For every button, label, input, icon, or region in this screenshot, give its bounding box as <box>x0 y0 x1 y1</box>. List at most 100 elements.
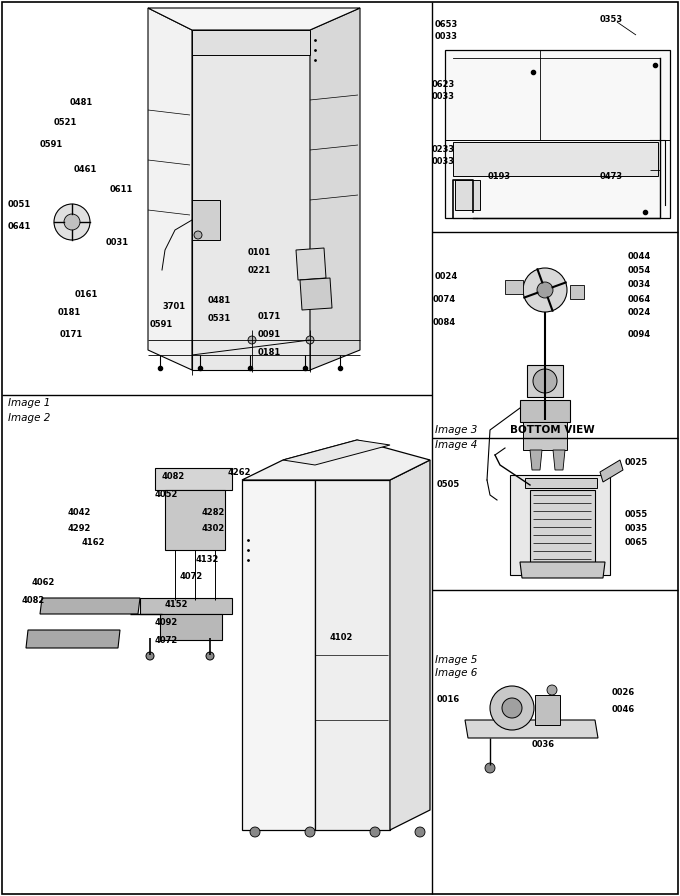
Circle shape <box>547 685 557 695</box>
Polygon shape <box>300 278 332 310</box>
Text: Image 5: Image 5 <box>435 655 477 665</box>
Text: 0034: 0034 <box>628 280 651 289</box>
Circle shape <box>250 827 260 837</box>
Circle shape <box>370 827 380 837</box>
Text: 0233: 0233 <box>432 145 455 154</box>
Text: 4092: 4092 <box>155 618 178 627</box>
Text: 0101: 0101 <box>248 248 271 257</box>
Bar <box>455 180 480 210</box>
Circle shape <box>490 686 534 730</box>
Text: 4072: 4072 <box>180 572 203 581</box>
Text: Image 3: Image 3 <box>435 425 477 435</box>
Bar <box>570 285 584 299</box>
Text: 0051: 0051 <box>8 200 31 209</box>
Text: 0171: 0171 <box>258 312 282 321</box>
Circle shape <box>502 698 522 718</box>
Text: 0055: 0055 <box>625 510 648 519</box>
Text: 0031: 0031 <box>106 238 129 247</box>
Polygon shape <box>192 30 310 55</box>
Polygon shape <box>283 440 390 465</box>
Text: 0035: 0035 <box>625 524 648 533</box>
Text: 0065: 0065 <box>625 538 648 547</box>
Text: 4042: 4042 <box>68 508 91 517</box>
Bar <box>530 490 595 565</box>
Polygon shape <box>510 475 610 575</box>
Text: 4062: 4062 <box>32 578 55 587</box>
Text: 0181: 0181 <box>258 348 282 357</box>
Polygon shape <box>310 8 360 370</box>
Circle shape <box>206 652 214 660</box>
Text: 0623: 0623 <box>432 80 455 89</box>
Polygon shape <box>26 630 120 648</box>
Circle shape <box>523 268 567 312</box>
Polygon shape <box>192 200 220 240</box>
Polygon shape <box>192 30 310 370</box>
Text: 0091: 0091 <box>258 330 281 339</box>
Text: 4162: 4162 <box>82 538 105 547</box>
Bar <box>505 280 523 294</box>
Polygon shape <box>160 614 222 640</box>
Polygon shape <box>296 248 326 280</box>
Circle shape <box>415 827 425 837</box>
Circle shape <box>64 214 80 230</box>
Text: 0064: 0064 <box>628 295 651 304</box>
Polygon shape <box>148 8 360 30</box>
Text: 4072: 4072 <box>155 636 178 645</box>
Text: 0591: 0591 <box>40 140 63 149</box>
Polygon shape <box>40 598 140 614</box>
Circle shape <box>537 282 553 298</box>
Polygon shape <box>465 720 598 738</box>
Circle shape <box>248 336 256 344</box>
Polygon shape <box>600 460 623 482</box>
Text: 0221: 0221 <box>248 266 271 275</box>
Text: 4132: 4132 <box>196 555 220 564</box>
Text: 0033: 0033 <box>432 157 455 166</box>
Circle shape <box>306 336 314 344</box>
Text: 0353: 0353 <box>600 15 623 24</box>
Circle shape <box>146 652 154 660</box>
Polygon shape <box>390 460 430 830</box>
Text: 0046: 0046 <box>612 705 635 714</box>
Text: 0161: 0161 <box>75 290 99 299</box>
Bar <box>520 400 570 422</box>
Polygon shape <box>165 490 225 550</box>
Text: 4052: 4052 <box>155 490 178 499</box>
Polygon shape <box>242 480 315 830</box>
Text: 0653: 0653 <box>435 20 458 29</box>
Text: 0025: 0025 <box>625 458 648 467</box>
Circle shape <box>54 204 90 240</box>
Text: 0481: 0481 <box>208 296 231 305</box>
Polygon shape <box>525 478 597 488</box>
Text: 4292: 4292 <box>68 524 91 533</box>
Text: 0591: 0591 <box>150 320 173 329</box>
Polygon shape <box>553 450 565 470</box>
Text: 0481: 0481 <box>70 98 93 107</box>
Bar <box>527 365 563 397</box>
Text: Image 2: Image 2 <box>8 413 50 423</box>
Text: 4102: 4102 <box>330 633 354 642</box>
Text: 0026: 0026 <box>612 688 635 697</box>
Text: 0521: 0521 <box>54 118 78 127</box>
Polygon shape <box>155 468 232 490</box>
Polygon shape <box>315 480 390 830</box>
Text: 0171: 0171 <box>60 330 83 339</box>
Text: 4152: 4152 <box>165 600 188 609</box>
Text: 0024: 0024 <box>435 272 458 281</box>
Text: 4082: 4082 <box>22 596 46 605</box>
Text: 0016: 0016 <box>437 695 460 704</box>
Text: 0531: 0531 <box>208 314 231 323</box>
Text: 0033: 0033 <box>432 92 455 101</box>
Circle shape <box>485 763 495 773</box>
Text: Image 4: Image 4 <box>435 440 477 450</box>
Text: 4082: 4082 <box>162 472 185 481</box>
Text: 0036: 0036 <box>532 740 555 749</box>
Text: 0461: 0461 <box>74 165 97 174</box>
Text: 0024: 0024 <box>628 308 651 317</box>
Bar <box>523 422 567 450</box>
Text: 3701: 3701 <box>162 302 185 311</box>
Text: 0505: 0505 <box>437 480 460 489</box>
Circle shape <box>533 369 557 393</box>
Text: 0641: 0641 <box>8 222 31 231</box>
Polygon shape <box>530 450 542 470</box>
Text: 0094: 0094 <box>628 330 651 339</box>
